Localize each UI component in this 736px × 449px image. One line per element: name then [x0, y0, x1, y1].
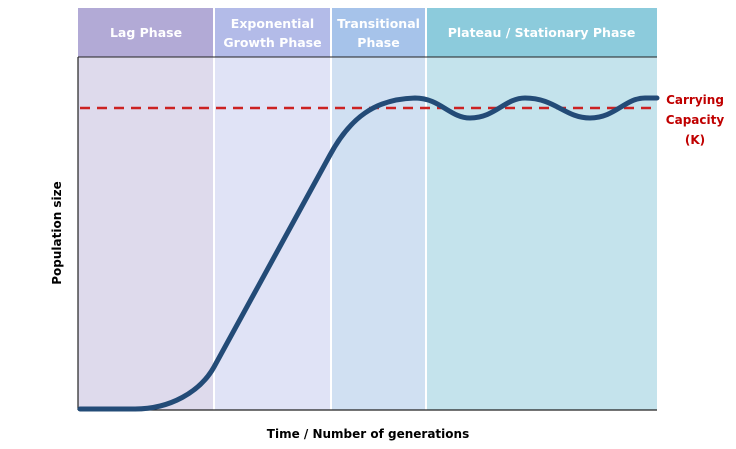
x-axis-label: Time / Number of generations — [267, 427, 469, 441]
svg-text:Carrying: Carrying — [666, 93, 724, 107]
phase-3: Plateau / Stationary Phase — [425, 8, 657, 410]
phase-header — [214, 8, 331, 57]
phase-label: Lag Phase — [110, 25, 182, 40]
phase-region — [331, 57, 426, 410]
phase-label: Transitional — [337, 16, 420, 31]
population-curve — [77, 95, 660, 412]
phase-region — [426, 57, 657, 410]
y-axis-label: Population size — [50, 181, 64, 285]
carrying-capacity-label: Carrying Capacity (K) — [666, 93, 725, 147]
phase-header — [426, 8, 657, 57]
phase-region — [214, 57, 331, 410]
phase-2: Transitional Phase — [330, 8, 426, 410]
phase-1: Exponential Growth Phase — [213, 8, 331, 410]
phase-label: Exponential — [231, 16, 314, 31]
phase-label: Growth Phase — [223, 35, 321, 50]
phase-0: Lag Phase — [78, 8, 214, 410]
phase-header — [331, 8, 426, 57]
svg-text:Capacity: Capacity — [666, 113, 725, 127]
phase-label: Plateau / Stationary Phase — [448, 25, 636, 40]
phase-label: Phase — [357, 35, 399, 50]
svg-text:(K): (K) — [685, 133, 705, 147]
phase-region — [78, 57, 214, 410]
phase-header — [78, 8, 214, 57]
